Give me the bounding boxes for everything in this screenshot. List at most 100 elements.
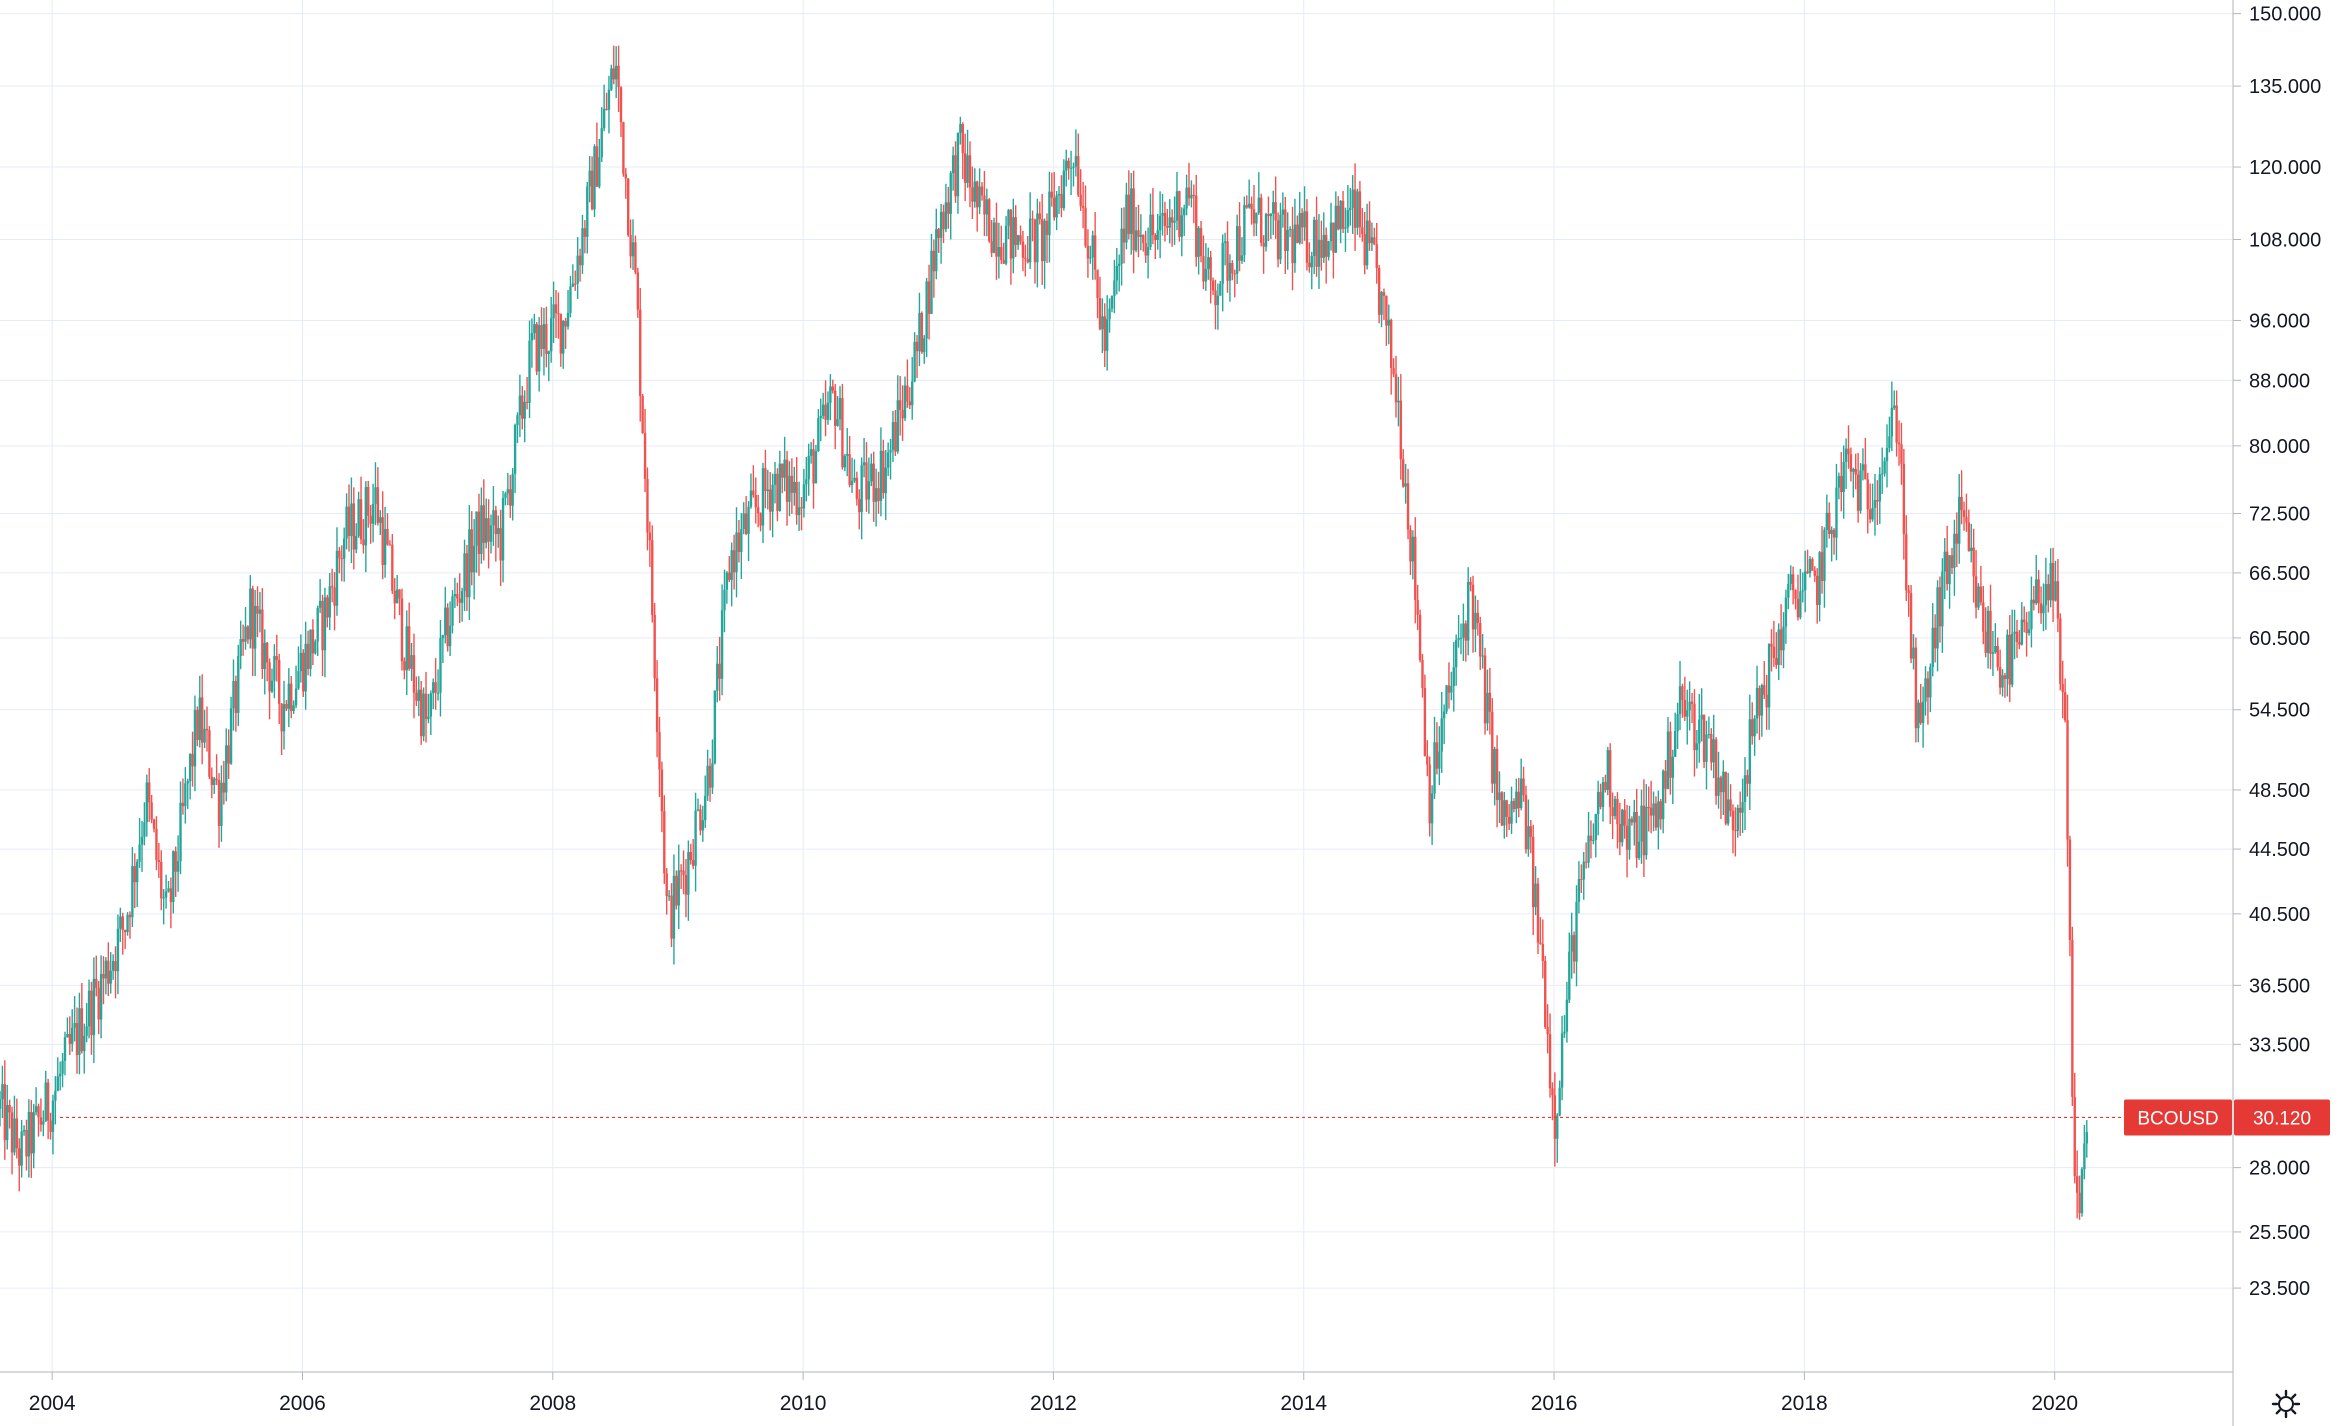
candle-body (1864, 464, 1867, 480)
candle-body (1428, 764, 1431, 824)
candle-body (1471, 584, 1475, 630)
candle-body (78, 1008, 81, 1055)
candle-body (925, 281, 928, 339)
candle-body (665, 873, 668, 897)
candle-body (1404, 483, 1407, 487)
candle-body (497, 528, 500, 535)
candle-body (646, 478, 649, 533)
candle-body (586, 186, 589, 237)
candle-body (73, 1022, 76, 1028)
candle-body (1028, 218, 1032, 263)
candle-body (203, 728, 206, 743)
candle-body (1416, 599, 1419, 615)
candle-body (793, 481, 796, 493)
candle-body (805, 479, 808, 485)
candle-body (345, 506, 348, 539)
x-tick-label: 2008 (529, 1392, 576, 1415)
candle-body (1016, 235, 1020, 245)
candle-body (90, 990, 93, 1036)
candle-body (1698, 719, 1701, 744)
candle-body (27, 1111, 31, 1157)
candle-body (833, 390, 837, 426)
candle-body (966, 155, 969, 183)
candle-body (1036, 213, 1039, 263)
candle-body (870, 463, 873, 482)
candle-body (1375, 244, 1378, 268)
candle-body (1247, 203, 1251, 208)
candle-body (1279, 214, 1282, 260)
candle-body (388, 544, 392, 546)
candle-body (37, 1106, 40, 1118)
candle-body (1103, 316, 1106, 351)
candle-body (1657, 801, 1660, 828)
candle-body (629, 235, 632, 257)
candle-body (453, 593, 457, 597)
candle-body (1589, 835, 1593, 841)
candle-body (1488, 692, 1492, 712)
candle-body (1474, 612, 1477, 630)
candle-body (588, 170, 591, 187)
candle-body (1235, 226, 1239, 274)
candle-body (1158, 215, 1162, 231)
candle-body (1346, 210, 1350, 228)
candle-body (32, 1112, 35, 1154)
candle-body (1327, 241, 1330, 257)
x-tick-label: 2010 (780, 1392, 827, 1415)
candle-body (1828, 512, 1831, 535)
candle-body (920, 312, 924, 353)
candle-body (1464, 623, 1468, 641)
candle-body (663, 811, 666, 874)
y-tick-label: 33.500 (2249, 1034, 2310, 1056)
candle-body (92, 978, 96, 1036)
candle-body (434, 682, 437, 693)
candle-body (297, 671, 300, 689)
candle-body (1686, 710, 1689, 717)
candle-body (761, 468, 765, 526)
candle-body (1791, 574, 1795, 591)
candle-body (1524, 795, 1528, 850)
candle-body (1144, 242, 1147, 256)
candle-body (1438, 751, 1441, 769)
candle-body (542, 324, 546, 349)
candle-body (448, 625, 452, 647)
candle-body (34, 1106, 38, 1113)
candle-body (1813, 570, 1817, 576)
candle-body (1373, 237, 1376, 245)
candle-body (1440, 718, 1443, 752)
candle-body (696, 809, 700, 811)
candle-body (1048, 191, 1051, 236)
settings-button[interactable] (2268, 1386, 2304, 1422)
candle-body (1079, 194, 1082, 207)
candle-body (1806, 571, 1809, 574)
candle-body (1866, 479, 1869, 510)
candle-body (908, 401, 912, 406)
candle-body (759, 513, 762, 526)
candle-body (1260, 197, 1263, 243)
candle-body (1856, 474, 1860, 511)
candle-body (1185, 187, 1188, 209)
candle-body (193, 709, 197, 767)
candle-body (1835, 487, 1838, 538)
candle-body (901, 409, 904, 419)
candle-body (1861, 464, 1865, 471)
candle-body (292, 705, 295, 711)
candle-body (1787, 583, 1790, 598)
candle-body (1693, 703, 1696, 751)
candle-body (2083, 1143, 2086, 1170)
candle-body (537, 325, 541, 372)
candle-body (2030, 599, 2033, 630)
candle-body (215, 778, 218, 780)
candle-body (1560, 1033, 1564, 1088)
candle-body (1888, 436, 1891, 448)
candle-body (1950, 555, 1954, 568)
candle-body (1216, 295, 1220, 306)
symbol-tag: BCOUSD (2137, 1108, 2218, 1129)
y-tick-label: 72.500 (2249, 503, 2310, 525)
candle-body (1262, 242, 1265, 247)
candle-body (858, 499, 861, 513)
candle-body (1161, 212, 1164, 216)
candle-body (475, 511, 478, 546)
candle-body (1479, 623, 1482, 657)
